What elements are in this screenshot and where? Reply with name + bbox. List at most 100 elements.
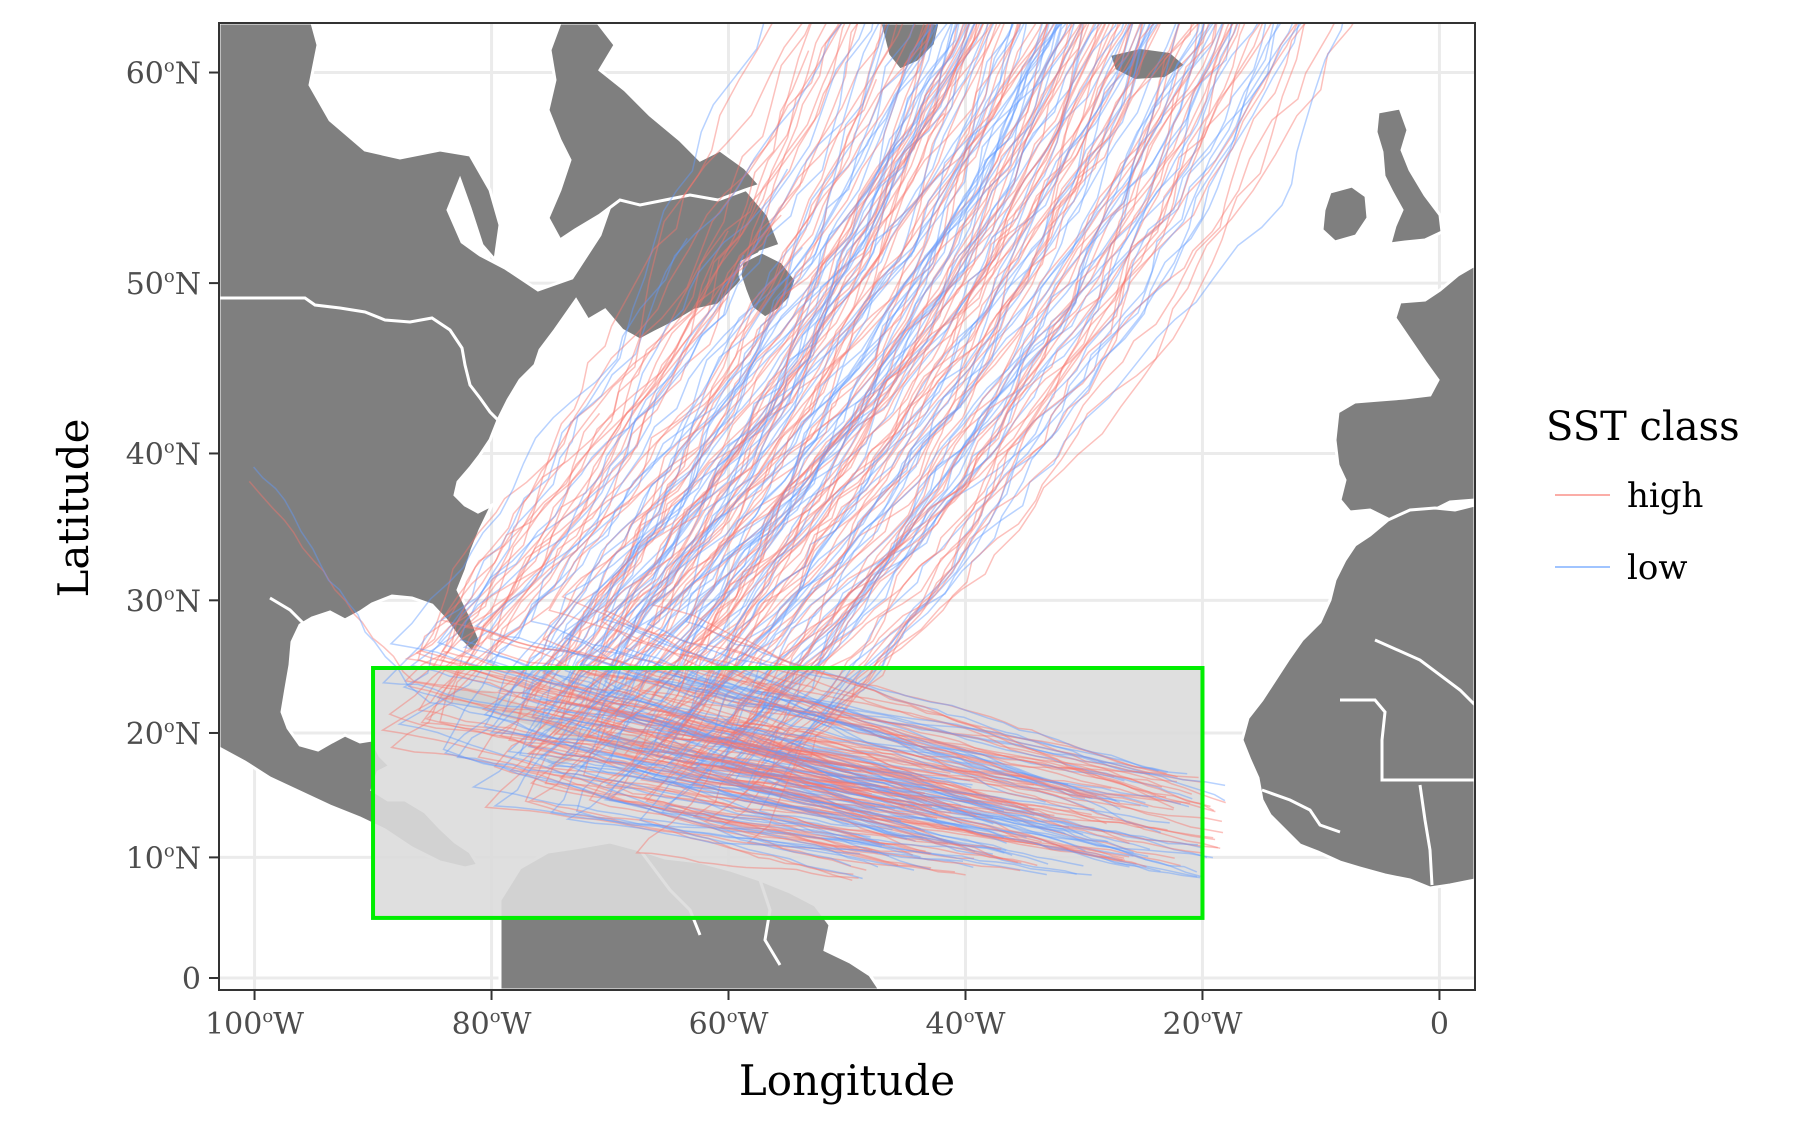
storm-track-low <box>565 23 1060 840</box>
storm-track-low <box>559 23 1055 776</box>
storm-track-low <box>546 23 1146 804</box>
storm-track-low <box>734 23 1275 840</box>
storm-track-high <box>692 23 1218 866</box>
storm-track-high <box>524 23 993 882</box>
storm-track-low <box>653 23 1169 773</box>
legend-label-high: high <box>1627 476 1703 516</box>
storm-track-low <box>677 23 1125 786</box>
storm-track-high <box>654 23 1122 772</box>
storm-track-low <box>527 23 1102 839</box>
storm-track-high <box>424 23 1069 850</box>
y-tick-label: 50oN <box>126 266 201 302</box>
storm-track-high <box>675 23 1196 820</box>
x-tick-label: 80oW <box>452 1006 532 1042</box>
x-tick-label: 20oW <box>1163 1006 1243 1042</box>
storm-track-low <box>459 254 1134 854</box>
storm-track-high <box>767 23 1355 806</box>
storm-track-low <box>489 23 1170 824</box>
storm-track-high <box>528 23 994 830</box>
storm-track-low <box>579 23 1118 831</box>
storm-track-high <box>484 23 1043 873</box>
legend: SST class high low <box>1546 404 1740 588</box>
storm-track-high <box>420 23 951 775</box>
storm-track-low <box>471 23 957 847</box>
storm-track-low <box>638 23 1233 880</box>
storm-track-low <box>604 23 1202 878</box>
storm-track-low <box>575 23 1051 802</box>
storm-track-low <box>389 23 972 789</box>
storm-track-high <box>508 23 917 802</box>
storm-track-high <box>725 23 1200 786</box>
storm-track-high <box>415 50 1174 811</box>
storm-track-high <box>582 23 1049 832</box>
storm-track-high <box>683 23 1155 811</box>
region-box-fill <box>373 667 1203 918</box>
storm-track-low <box>506 23 1214 859</box>
storm-track-high <box>585 23 1218 849</box>
storm-track-low <box>521 23 971 782</box>
storm-track-low <box>721 23 1156 785</box>
storm-track-low <box>462 23 868 780</box>
storm-track-high <box>608 23 1143 860</box>
storm-track-low <box>730 23 1224 813</box>
storm-track-high <box>529 23 1084 872</box>
storm-track-high <box>594 23 1106 808</box>
storm-track-low <box>687 23 1201 868</box>
storm-track-low <box>522 23 1208 859</box>
storm-track-high <box>729 23 1241 787</box>
storm-track-high <box>417 23 915 807</box>
storm-track-low <box>442 23 970 867</box>
storm-track-high <box>526 23 1120 803</box>
storm-track-high <box>462 23 994 819</box>
storm-track-high <box>605 23 1144 843</box>
storm-track-low <box>720 23 1130 828</box>
storm-track-high <box>642 23 1264 845</box>
storm-track-low <box>563 23 1114 820</box>
land-iceland <box>1108 46 1187 82</box>
storm-track-high <box>640 23 1193 858</box>
storm-track-low <box>658 23 1201 879</box>
storm-track-low <box>579 23 1149 808</box>
storm-track-high <box>404 23 889 788</box>
storm-track-low <box>474 246 1193 800</box>
storm-track-low <box>726 23 1233 782</box>
storm-track-high <box>679 23 1142 797</box>
storm-track-high <box>698 23 1163 788</box>
storm-track-high <box>437 23 938 815</box>
storm-track-high <box>554 23 1095 811</box>
storm-track-high <box>477 112 1038 867</box>
storm-track-high <box>463 23 1157 797</box>
storm-track-low <box>690 23 1259 851</box>
storm-track-low <box>601 23 1044 781</box>
storm-track-high <box>737 23 1211 808</box>
storm-track-low <box>253 466 1049 865</box>
storm-track-low <box>772 23 1282 786</box>
storm-track-low <box>754 23 1226 787</box>
storm-track-high <box>722 23 1217 781</box>
storm-track-high <box>526 23 1002 813</box>
storm-track-high <box>497 23 1167 798</box>
plot-panel-border <box>218 22 1476 991</box>
storm-track-low <box>443 23 954 871</box>
storm-track-low <box>538 23 1007 852</box>
storm-track-low <box>674 23 1121 810</box>
storm-track-low <box>609 23 1064 843</box>
storm-track-high <box>601 23 1086 800</box>
storm-track-low <box>667 23 1205 843</box>
storm-track-low <box>483 23 1013 857</box>
storm-track-high <box>493 23 985 871</box>
y-tick-label: 60oN <box>126 56 201 92</box>
storm-track-low <box>564 23 1106 833</box>
storm-track-high <box>420 23 986 798</box>
storm-track-low <box>662 23 1280 876</box>
storm-track-high <box>692 23 1234 864</box>
storm-track-high <box>651 23 1215 812</box>
x-tick-label: 100oW <box>205 1006 304 1042</box>
storm-track-high <box>776 23 1336 807</box>
storm-track-low <box>684 23 1226 802</box>
land-ireland <box>1320 184 1370 244</box>
storm-track-low <box>410 237 1121 804</box>
storm-track-low <box>521 23 1084 867</box>
storm-track-high <box>440 23 1182 805</box>
storm-track-high <box>542 23 1221 850</box>
